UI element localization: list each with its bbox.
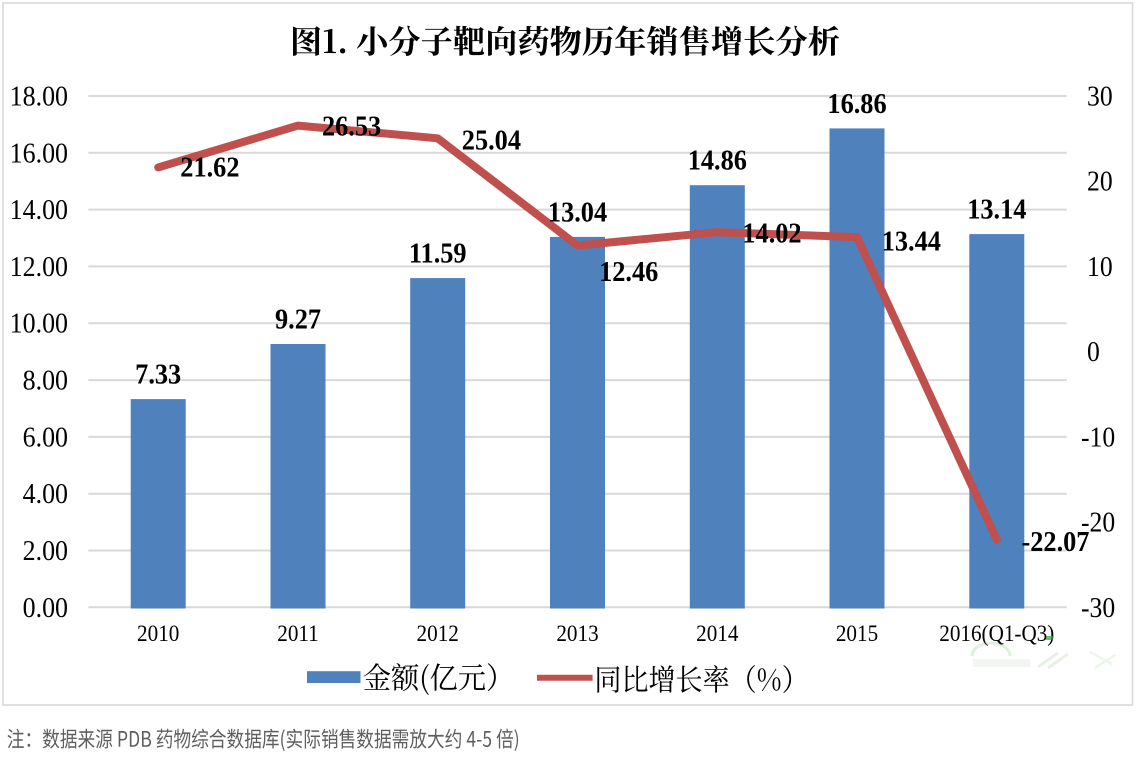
svg-text:18.00: 18.00 [10,80,68,111]
svg-text:0.00: 0.00 [23,592,68,623]
svg-text:2015: 2015 [836,620,878,646]
svg-text:10: 10 [1087,251,1113,283]
svg-text:7.33: 7.33 [135,359,181,390]
svg-text:2011: 2011 [277,620,319,646]
svg-text:13.44: 13.44 [882,226,942,257]
svg-text:9.27: 9.27 [275,304,321,335]
svg-text:14.02: 14.02 [742,218,801,249]
svg-text:2014: 2014 [696,620,738,646]
svg-text:10.00: 10.00 [10,308,68,339]
svg-text:2010: 2010 [137,620,179,646]
svg-text:13.14: 13.14 [967,194,1027,225]
svg-text:12.46: 12.46 [599,256,658,287]
svg-text:25.04: 25.04 [462,125,522,156]
svg-text:8.00: 8.00 [23,364,68,395]
svg-text:26.53: 26.53 [322,111,381,142]
svg-text:14.86: 14.86 [688,145,747,176]
svg-text:2012: 2012 [417,620,459,646]
svg-text:16.86: 16.86 [827,88,886,119]
svg-text:20: 20 [1087,165,1113,197]
svg-text:4.00: 4.00 [23,478,68,509]
svg-text:2013: 2013 [556,620,598,646]
svg-text:0: 0 [1087,336,1100,368]
svg-text:12.00: 12.00 [10,251,68,282]
svg-text:-10: -10 [1081,421,1115,453]
svg-text:2.00: 2.00 [23,535,68,566]
svg-text:-20: -20 [1081,506,1115,538]
svg-text:-22.07: -22.07 [1022,526,1090,557]
svg-text:30: 30 [1087,80,1113,112]
svg-text:6.00: 6.00 [23,421,68,452]
svg-text:2016(Q1-Q3): 2016(Q1-Q3) [939,620,1054,646]
svg-text:14.00: 14.00 [10,194,68,225]
svg-text:11.59: 11.59 [409,238,467,269]
svg-text:13.04: 13.04 [548,197,608,228]
svg-text:16.00: 16.00 [10,137,68,168]
svg-text:21.62: 21.62 [180,152,239,183]
svg-text:-30: -30 [1081,592,1115,624]
